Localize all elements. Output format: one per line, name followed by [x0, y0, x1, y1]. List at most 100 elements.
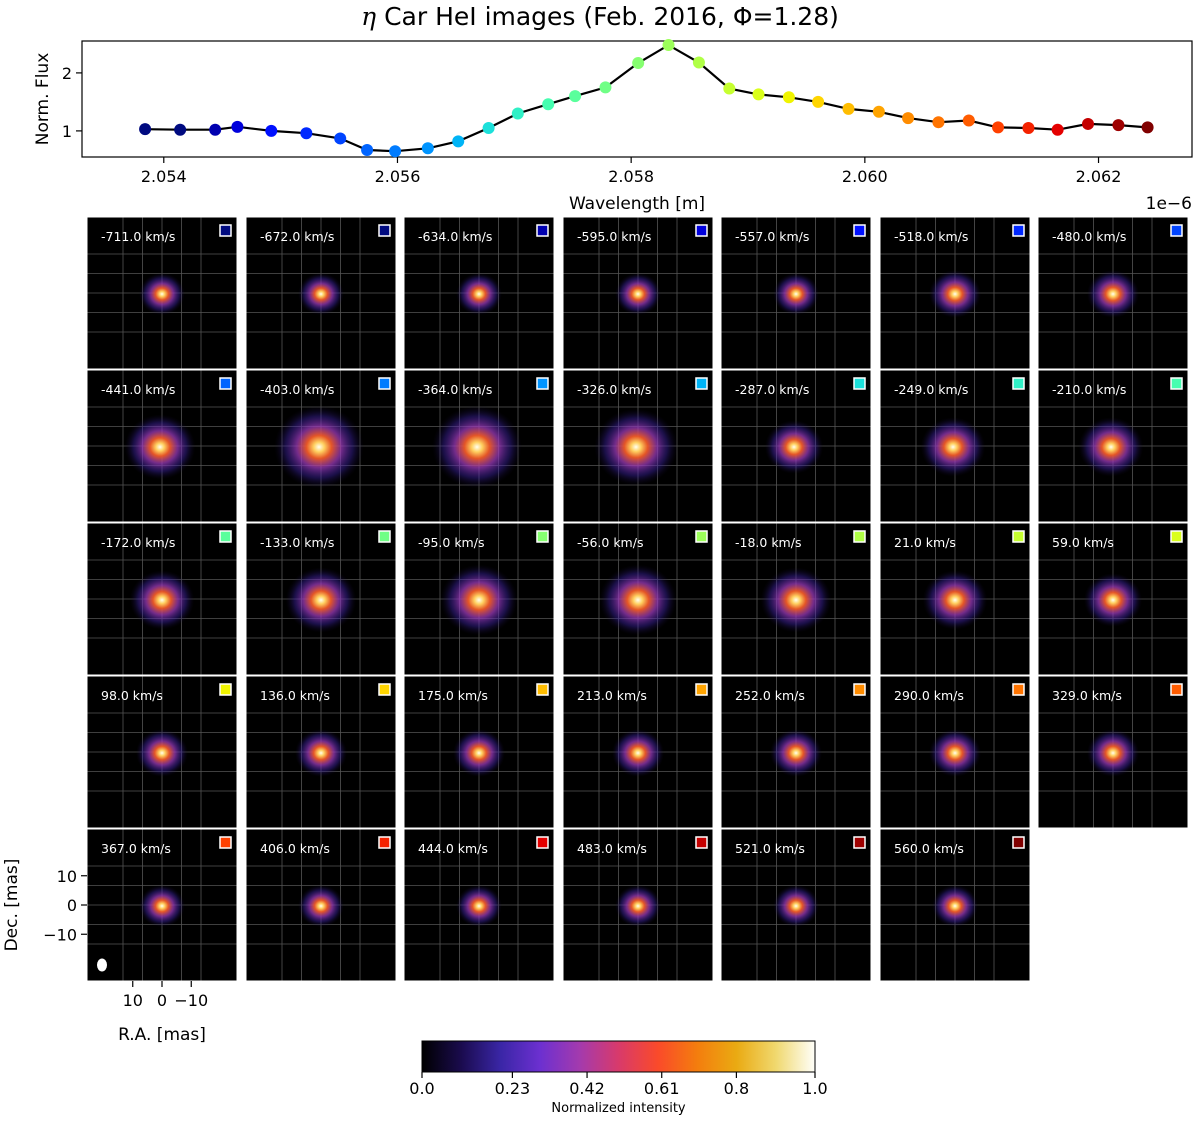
emission-blob — [456, 884, 502, 928]
velocity-label: 21.0 km/s — [894, 535, 956, 550]
channel-panel: -95.0 km/s — [403, 522, 555, 676]
data-point — [542, 98, 555, 111]
channel-panel: 483.0 km/s — [562, 828, 714, 982]
panel-frame — [245, 828, 397, 982]
velocity-label: -56.0 km/s — [577, 535, 643, 550]
data-point — [389, 145, 402, 158]
channel-panel: -557.0 km/s — [720, 216, 872, 370]
panel-frame — [245, 216, 397, 370]
x-axis-label: Wavelength [m] — [569, 194, 705, 214]
color-swatch — [219, 377, 232, 390]
x-tick-label: 2.056 — [375, 167, 421, 186]
data-point — [662, 39, 675, 52]
channel-panel: -518.0 km/s — [879, 216, 1031, 370]
colorbar: 0.0 0.23 0.42 0.61 0.8 1.0 Normalized intensit… — [409, 1040, 828, 1116]
panel-frame — [245, 675, 397, 829]
color-swatch — [695, 683, 708, 696]
channel-panel: -133.0 km/s — [245, 522, 397, 676]
emission-blob — [932, 884, 978, 928]
velocity-label: 406.0 km/s — [260, 841, 330, 856]
emission-blob — [769, 729, 823, 777]
data-point — [992, 121, 1005, 134]
panel-frame — [562, 828, 714, 982]
panel-frame — [879, 675, 1031, 829]
data-point — [1082, 117, 1095, 130]
emission-blob — [599, 564, 677, 636]
data-point — [1141, 121, 1154, 134]
velocity-label: -210.0 km/s — [1052, 382, 1126, 397]
color-swatch — [378, 377, 391, 390]
channel-panel: 290.0 km/s — [879, 675, 1031, 829]
velocity-label: 521.0 km/s — [735, 841, 805, 856]
channel-panel: -210.0 km/s — [1037, 369, 1189, 523]
channel-panel: -364.0 km/s — [403, 369, 555, 523]
panel-frame — [720, 369, 872, 523]
data-point — [300, 127, 313, 140]
color-swatch — [378, 530, 391, 543]
channel-panel: 21.0 km/s — [879, 522, 1031, 676]
panel-frame — [403, 369, 555, 523]
ra-tick-label: 10 — [123, 991, 143, 1010]
ra-tick-label: −10 — [174, 991, 208, 1010]
data-point — [962, 114, 975, 127]
velocity-label: -595.0 km/s — [577, 229, 651, 244]
color-swatch — [1170, 224, 1183, 237]
emission-blob — [456, 272, 502, 316]
velocity-label: 329.0 km/s — [1052, 688, 1122, 703]
color-swatch — [219, 683, 232, 696]
panel-frame — [720, 522, 872, 676]
emission-blob — [139, 272, 185, 316]
emission-blob — [615, 272, 661, 316]
panel-frame — [86, 522, 238, 676]
velocity-label: 252.0 km/s — [735, 688, 805, 703]
data-point — [1051, 123, 1064, 136]
color-swatch — [695, 224, 708, 237]
emission-blob — [1078, 417, 1144, 477]
data-point — [782, 91, 795, 104]
channel-panel: -634.0 km/s — [403, 216, 555, 370]
dec-tick-label: 0 — [67, 896, 77, 915]
color-swatch — [1012, 836, 1025, 849]
chart-title: η Car HeI images (Feb. 2016, Φ=1.28) — [0, 2, 1200, 31]
data-point — [334, 132, 347, 145]
emission-blob — [285, 567, 357, 633]
emission-blob — [1086, 729, 1140, 777]
emission-blob — [1083, 573, 1143, 627]
velocity-label: -249.0 km/s — [894, 382, 968, 397]
channel-panel: -480.0 km/s — [1037, 216, 1189, 370]
color-swatch — [695, 530, 708, 543]
colorbar-label: Normalized intensity — [551, 1101, 686, 1116]
channel-panel: -287.0 km/s — [720, 369, 872, 523]
channel-panel: 521.0 km/s — [720, 828, 872, 982]
color-swatch — [378, 224, 391, 237]
y-tick-label: 1 — [62, 122, 72, 141]
data-point — [569, 90, 582, 103]
panel-frame — [86, 675, 238, 829]
data-point — [231, 120, 244, 133]
emission-blob — [129, 570, 195, 630]
emission-blob — [928, 729, 982, 777]
data-point — [174, 123, 187, 136]
emission-blob — [764, 420, 824, 474]
panel-frame — [562, 522, 714, 676]
velocity-label: -326.0 km/s — [577, 382, 651, 397]
colorbar-tick-label: 0.23 — [495, 1079, 531, 1098]
channel-panel: -172.0 km/s — [86, 522, 238, 676]
data-point — [632, 57, 645, 70]
channel-panel: 175.0 km/s — [403, 675, 555, 829]
channel-map-grid: -711.0 km/s -672.0 km/s -634.0 km/s -595.0 … — [86, 216, 1189, 982]
velocity-label: 444.0 km/s — [418, 841, 488, 856]
panel-frame — [1037, 675, 1189, 829]
color-swatch — [536, 530, 549, 543]
emission-blob — [922, 570, 988, 630]
color-swatch — [1012, 683, 1025, 696]
y-axis-label: Norm. Flux — [33, 53, 53, 146]
velocity-label: 560.0 km/s — [894, 841, 964, 856]
channel-panel: -56.0 km/s — [562, 522, 714, 676]
x-tick-label: 2.054 — [141, 167, 187, 186]
panel-frame — [403, 216, 555, 370]
panel-frame — [86, 369, 238, 523]
channel-panel: 59.0 km/s — [1037, 522, 1189, 676]
velocity-label: 175.0 km/s — [418, 688, 488, 703]
